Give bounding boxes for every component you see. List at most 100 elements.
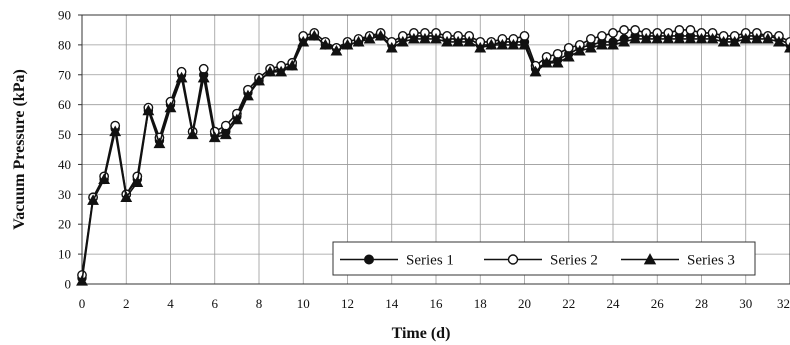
series-3-point bbox=[496, 38, 509, 50]
x-tick-label: 32 bbox=[777, 296, 790, 311]
series-3-point bbox=[607, 38, 619, 50]
series-2-point bbox=[519, 31, 530, 41]
y-tick-label: 90 bbox=[58, 8, 71, 23]
series-3-point bbox=[518, 38, 531, 50]
x-tick-label: 30 bbox=[739, 296, 752, 311]
series-3-point bbox=[673, 32, 686, 44]
series-3-point bbox=[573, 44, 586, 56]
series-3-point bbox=[153, 137, 166, 149]
series-3-point bbox=[164, 101, 177, 113]
x-tick-label: 2 bbox=[123, 296, 130, 311]
series-3-point bbox=[662, 32, 675, 44]
series-2-point bbox=[608, 28, 618, 38]
series-3-point bbox=[385, 41, 398, 53]
series-3-point bbox=[109, 125, 122, 137]
series-3-point bbox=[629, 32, 642, 44]
x-tick-label: 24 bbox=[607, 296, 621, 311]
y-tick-label: 70 bbox=[58, 67, 71, 82]
series-3-point bbox=[761, 32, 774, 44]
series-3-point bbox=[618, 35, 630, 47]
x-tick-label: 8 bbox=[256, 296, 263, 311]
series-3-point bbox=[584, 41, 597, 53]
x-tick-label: 22 bbox=[562, 296, 575, 311]
series-3-point bbox=[706, 32, 719, 44]
series-3-point bbox=[286, 59, 299, 71]
y-axis-title: Vacuum Pressure (kPa) bbox=[11, 69, 28, 230]
series-3-point bbox=[441, 35, 453, 47]
x-tick-label: 4 bbox=[167, 296, 174, 311]
series-3-point bbox=[463, 35, 476, 47]
series-3-point bbox=[551, 56, 564, 68]
series-3-point bbox=[87, 194, 99, 205]
series-3-point bbox=[341, 38, 354, 50]
series-3-point bbox=[186, 128, 199, 140]
series-2-point bbox=[552, 48, 563, 59]
legend-label: Series 2 bbox=[550, 253, 598, 269]
series-3-point bbox=[330, 44, 343, 56]
series-3-point bbox=[242, 89, 254, 101]
series-3-point bbox=[230, 113, 243, 125]
x-tick-label: 14 bbox=[385, 296, 399, 311]
x-tick-label: 16 bbox=[430, 296, 444, 311]
series-3 bbox=[76, 29, 790, 286]
series-3-point bbox=[452, 35, 465, 47]
x-tick-label: 6 bbox=[212, 296, 219, 311]
grid-lines bbox=[81, 14, 790, 285]
series-3-point bbox=[142, 104, 155, 116]
series-3-point bbox=[430, 32, 442, 44]
series-3-point bbox=[275, 65, 288, 77]
series-2-point bbox=[674, 25, 685, 35]
y-tick-label: 80 bbox=[58, 37, 71, 52]
series-3-point bbox=[684, 32, 697, 44]
series-2-point bbox=[220, 120, 231, 131]
series-3-point bbox=[474, 41, 487, 53]
series-3-point bbox=[640, 32, 653, 44]
series-layer bbox=[76, 25, 790, 286]
series-3-point bbox=[131, 176, 144, 187]
series-3-point bbox=[308, 29, 321, 41]
series-2-point bbox=[597, 31, 607, 41]
series-3-point bbox=[750, 32, 763, 44]
y-tick-label: 40 bbox=[58, 157, 71, 172]
series-3-point bbox=[540, 56, 553, 68]
legend-label: Series 1 bbox=[406, 253, 454, 269]
y-tick-label: 20 bbox=[58, 217, 71, 232]
series-3-point bbox=[773, 35, 785, 47]
legend-label: Series 3 bbox=[687, 253, 735, 269]
plot-area-border bbox=[81, 14, 790, 285]
legend-marker bbox=[643, 253, 657, 265]
series-3-point bbox=[507, 38, 520, 50]
series-2-point bbox=[198, 63, 209, 74]
series-3-point bbox=[419, 32, 431, 44]
legend-box bbox=[332, 241, 756, 276]
series-3-point bbox=[717, 35, 730, 47]
series-3-point bbox=[529, 65, 542, 77]
series-3-point bbox=[728, 35, 741, 47]
legend-marker bbox=[364, 254, 374, 265]
series-3-point bbox=[784, 41, 790, 53]
series-3-point bbox=[396, 35, 409, 47]
series-2-point bbox=[619, 25, 629, 35]
series-3-point bbox=[319, 38, 332, 50]
series-3-point bbox=[374, 29, 387, 41]
series-3-point bbox=[219, 128, 232, 140]
series-3-point bbox=[76, 274, 88, 286]
legend-marker bbox=[507, 254, 519, 265]
x-tick-label: 26 bbox=[651, 296, 665, 311]
series-3-point bbox=[253, 74, 265, 86]
legend-item: Series 3 bbox=[621, 253, 735, 269]
x-tick-label: 0 bbox=[79, 296, 86, 311]
legend-item: Series 1 bbox=[340, 253, 454, 269]
y-tick-label: 60 bbox=[58, 97, 71, 112]
x-tick-label: 12 bbox=[341, 296, 354, 311]
series-3-point bbox=[264, 65, 276, 77]
series-3-point bbox=[562, 50, 575, 62]
series-3-point bbox=[175, 71, 188, 83]
series-3-point bbox=[739, 32, 752, 44]
y-tick-label: 0 bbox=[65, 277, 72, 292]
x-axis-title: Time (d) bbox=[392, 325, 451, 342]
series-3-point bbox=[197, 71, 210, 83]
